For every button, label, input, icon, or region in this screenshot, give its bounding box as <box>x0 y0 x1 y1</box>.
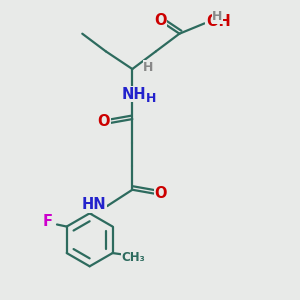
Text: H: H <box>146 92 156 105</box>
Text: O: O <box>98 114 110 129</box>
Text: HN: HN <box>81 197 106 212</box>
Text: H: H <box>143 61 154 74</box>
Text: H: H <box>212 11 223 23</box>
Text: F: F <box>43 214 53 229</box>
Text: CH₃: CH₃ <box>121 251 145 264</box>
Text: O: O <box>154 13 167 28</box>
Text: O: O <box>154 186 167 201</box>
Text: NH: NH <box>122 87 146 102</box>
Text: OH: OH <box>206 14 231 29</box>
